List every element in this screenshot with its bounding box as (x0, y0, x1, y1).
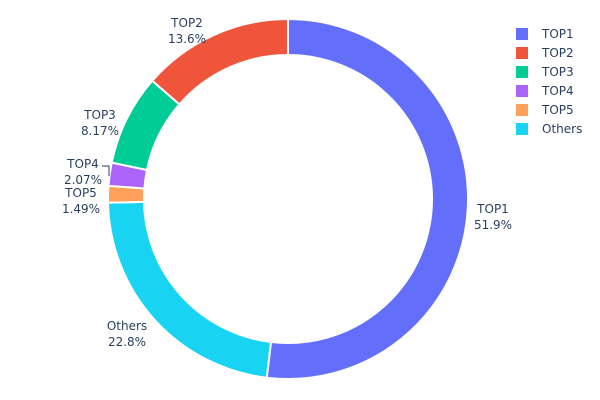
legend-label: TOP1 (541, 27, 574, 41)
slice-label-top2: TOP2 (170, 16, 203, 30)
slice-percent-top2: 13.6% (168, 32, 206, 46)
slices (107, 17, 469, 380)
legend-item-top2[interactable]: TOP2 (516, 46, 574, 60)
legend-swatch (516, 85, 528, 97)
legend-swatch (516, 123, 528, 135)
slice-top2[interactable] (150, 17, 289, 106)
legend-swatch (516, 47, 528, 59)
legend-item-others[interactable]: Others (516, 122, 582, 136)
slice-percent-top4: 2.07% (64, 173, 102, 187)
slice-label-others: Others (107, 319, 147, 333)
legend-item-top4[interactable]: TOP4 (516, 84, 574, 98)
slice-label-top4: TOP4 (66, 157, 99, 171)
legend-swatch (516, 66, 528, 78)
legend-label: TOP2 (541, 46, 574, 60)
slice-percent-top1: 51.9% (474, 218, 512, 232)
slice-top1[interactable] (265, 17, 469, 380)
legend-label: TOP3 (541, 65, 574, 79)
slice-label-top5: TOP5 (64, 186, 97, 200)
legend-item-top5[interactable]: TOP5 (516, 103, 574, 117)
legend-swatch (516, 28, 528, 40)
legend-swatch (516, 104, 528, 116)
legend-label: TOP5 (541, 103, 574, 117)
slice-labels: TOP1 51.9% Others 22.8% TOP5 1.49% TOP4 2.07% TO… (62, 16, 512, 349)
slice-percent-top5: 1.49% (62, 202, 100, 216)
leader-line-top4 (102, 165, 110, 176)
slice-others[interactable] (107, 200, 273, 379)
slice-percent-others: 22.8% (108, 335, 146, 349)
slice-label-top1: TOP1 (476, 202, 509, 216)
slice-percent-top3: 8.17% (81, 124, 119, 138)
legend-item-top3[interactable]: TOP3 (516, 65, 574, 79)
legend-item-top1[interactable]: TOP1 (516, 27, 574, 41)
legend-label: Others (542, 122, 582, 136)
legend: TOP1 TOP2 TOP3 TOP4 TOP5 Others (516, 27, 582, 136)
legend-label: TOP4 (541, 84, 574, 98)
slice-label-top3: TOP3 (83, 108, 116, 122)
